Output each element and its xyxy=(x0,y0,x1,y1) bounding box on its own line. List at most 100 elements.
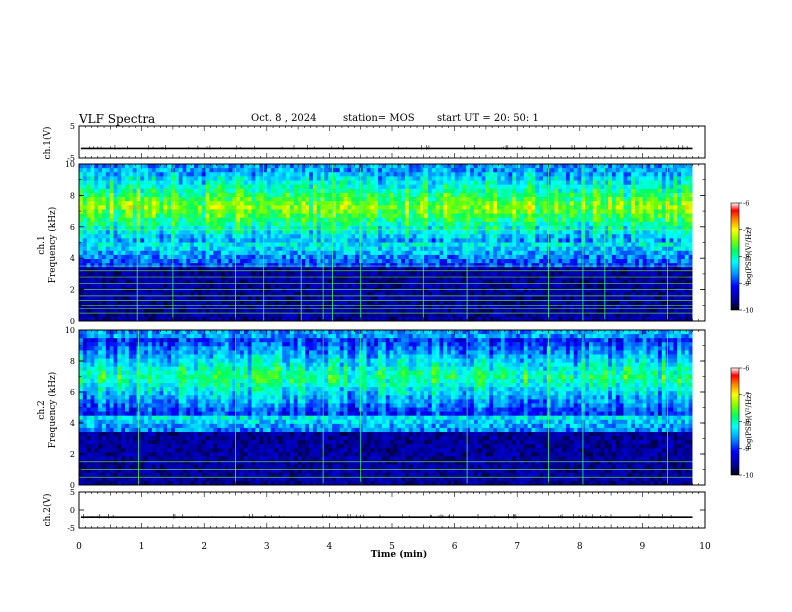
ch1-spectrogram-cell xyxy=(523,230,528,235)
ch1-spectrogram-cell xyxy=(316,279,321,285)
ch1-spectrogram-cell xyxy=(355,304,360,309)
ch1-spectrogram-cell xyxy=(301,312,306,318)
ch1-spectrogram-cell xyxy=(155,275,160,281)
ch1-spectrogram-cell xyxy=(186,300,191,305)
ch1-spectrogram-cell xyxy=(255,283,260,289)
ch1-spectrogram-cell xyxy=(527,296,532,301)
ch1-spectrogram-cell xyxy=(458,238,463,243)
ch1-spectrogram-cell xyxy=(201,225,206,231)
ch1-spectrogram-cell xyxy=(263,292,268,297)
ch1-spectrogram-cell xyxy=(550,250,555,256)
ch1-spectrogram-cell xyxy=(182,254,187,260)
ch1-spectrogram-cell xyxy=(401,172,406,177)
ch1-spectrogram-cell xyxy=(385,184,390,190)
ch1-spectrogram-cell xyxy=(531,213,536,219)
ch1-spectrogram-cell xyxy=(270,238,275,243)
ch1-spectrogram-cell xyxy=(527,188,532,194)
ch1-spectrogram-cell xyxy=(217,259,222,264)
ch1-spectrogram-cell xyxy=(416,283,421,289)
ch1-spectrogram-cell xyxy=(197,230,203,235)
ch1-spectrogram-cell xyxy=(427,271,433,276)
ch1-spectrogram-cell xyxy=(90,221,95,227)
ch1-spectrogram-cell xyxy=(573,168,578,173)
ch1-spectrogram-cell xyxy=(186,308,191,314)
ch1-spectrogram-cell xyxy=(355,205,360,210)
ch1-spectrogram-cell xyxy=(274,254,279,260)
ch1-spectrogram-cell xyxy=(255,279,260,285)
ch1-spectrogram-cell xyxy=(550,164,555,169)
ch1-spectrogram-cell xyxy=(347,172,352,177)
ch1-spectrogram-cell xyxy=(209,250,214,256)
ch1-spectrogram-cell xyxy=(86,238,91,243)
ch1-spectrogram-cell xyxy=(220,201,226,206)
ch1-spectrogram-cell xyxy=(401,213,406,219)
ch1-spectrogram-cell xyxy=(328,184,333,190)
ch1-spectrogram-cell xyxy=(167,201,172,206)
ch1-spectrogram-cell xyxy=(381,242,387,248)
ch1-spectrogram-cell xyxy=(374,287,379,293)
ch1-spectrogram-cell xyxy=(274,164,279,169)
ch1-spectrogram-cell xyxy=(178,164,183,169)
ch1-spectrogram-cell xyxy=(347,287,352,293)
ch1-spectrogram-cell xyxy=(519,292,525,297)
ch1-spectrogram-cell xyxy=(255,188,260,194)
ch1-spectrogram-cell xyxy=(125,238,130,243)
ch1-spectrogram-cell xyxy=(554,164,559,169)
ch1-spectrogram-cell xyxy=(355,259,360,264)
ch1-spectrogram-cell xyxy=(416,188,421,194)
ch1-spectrogram-cell xyxy=(305,184,310,190)
ch1-spectrogram-cell xyxy=(328,176,333,181)
ch1-spectrogram-cell xyxy=(496,279,502,285)
ch1-spectrogram-cell xyxy=(466,201,471,206)
ch1-spectrogram-cell xyxy=(205,254,210,260)
ch1-spectrogram-cell xyxy=(305,201,310,206)
ch1-spectrogram-cell xyxy=(562,172,567,177)
ch1-spectrogram-cell xyxy=(148,292,153,297)
ch1-spectrogram-cell xyxy=(82,225,88,231)
ch1-spectrogram-cell xyxy=(527,176,532,181)
ch1-spectrogram-cell xyxy=(144,283,149,289)
ch1-spectrogram-cell xyxy=(266,292,272,297)
ch1-spectrogram-cell xyxy=(86,300,91,305)
ch1-spectrogram-cell xyxy=(194,238,199,243)
ch1-spectrogram-cell xyxy=(339,197,344,202)
ch1-spectrogram-cell xyxy=(512,201,517,206)
ch1-spectrogram-cell xyxy=(493,300,498,305)
ch1-spectrogram-cell xyxy=(220,238,226,243)
ch1-spectrogram-cell xyxy=(489,192,494,198)
ch1-spectrogram-cell xyxy=(508,225,513,231)
ch1-spectrogram-cell xyxy=(144,292,149,297)
ch1-spectrogram-cell xyxy=(236,292,241,297)
ch1-spectrogram-cell xyxy=(190,250,195,256)
ch1-spectrogram-cell xyxy=(201,254,206,260)
ch1-spectrogram-cell xyxy=(577,304,582,309)
ch1-spectrogram-cell xyxy=(263,242,268,248)
ch1-spectrogram-cell xyxy=(335,292,341,297)
ch1-spectrogram-cell xyxy=(439,176,444,181)
ch1-spectrogram-cell xyxy=(504,271,509,276)
ch1-spectrogram-cell xyxy=(381,188,387,194)
ch1-spectrogram-cell xyxy=(312,192,318,198)
ch1-spectrogram-cell xyxy=(550,308,555,314)
ch1-spectrogram-cell xyxy=(558,279,563,285)
ch1-spectrogram-cell xyxy=(297,213,302,219)
ch1-spectrogram-cell xyxy=(174,267,180,272)
ch1-spectrogram-cell xyxy=(562,283,567,289)
ch1-spectrogram-cell xyxy=(562,287,567,293)
ch1-spectrogram-cell xyxy=(523,296,528,301)
ch1-spectrogram-cell xyxy=(86,221,91,227)
ch1-spectrogram-cell xyxy=(236,279,241,285)
ch1-spectrogram-cell xyxy=(305,287,310,293)
ch1-spectrogram-cell xyxy=(109,242,114,248)
ch1-spectrogram-cell xyxy=(562,250,567,256)
ch1-spectrogram-cell xyxy=(519,271,525,276)
ch1-spectrogram-cell xyxy=(355,230,360,235)
ch1-spectrogram-cell xyxy=(542,316,548,322)
ch1-spectrogram-cell xyxy=(140,184,145,190)
ch1-spectrogram-cell xyxy=(535,283,540,289)
ch1-spectrogram-cell xyxy=(167,221,172,227)
ch1-spectrogram-cell xyxy=(79,254,84,260)
ch1-spectrogram-cell xyxy=(519,300,525,305)
ch1-spectrogram-cell xyxy=(343,263,348,268)
ch1-spectrogram-cell xyxy=(309,188,314,194)
